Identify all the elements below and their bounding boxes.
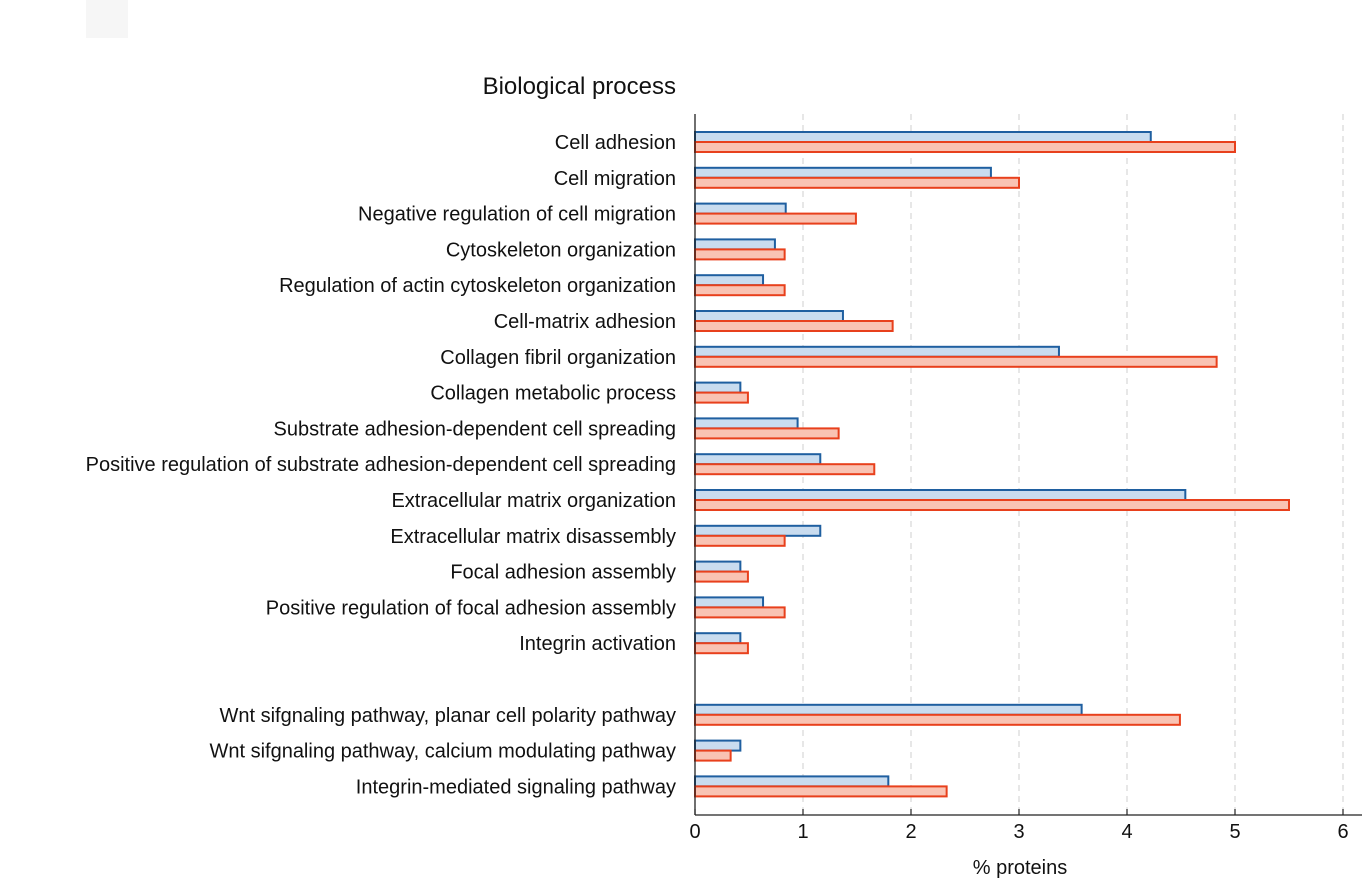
bar-blue-13 [694,596,765,609]
bar-blue-3 [694,238,776,251]
bar-red-18 [694,785,948,798]
bar-blue-4 [694,274,765,287]
bar-blue-0 [694,131,1152,143]
x-tick-labels: 0 1 2 3 4 5 6 [689,809,1349,843]
grid-lines [802,114,1344,815]
corner-blotch [86,0,128,38]
bar-red-5 [694,320,894,332]
bar-red-0 [694,141,1236,153]
bar-red-11 [694,534,786,547]
category-label: Collagen metabolic process [430,383,676,405]
bars [694,131,1290,798]
category-labels: Cell adhesion Cell migration Negative regu… [86,132,676,798]
category-label: Wnt sifgnaling pathway, calcium modulati… [209,741,676,763]
category-label: Cell migration [554,168,676,190]
category-label: Focal adhesion assembly [450,562,676,584]
category-label: Extracellular matrix organization [391,490,676,512]
category-label: Substrate adhesion-dependent cell spread… [273,418,676,440]
x-tick-label: 3 [1013,821,1024,843]
x-tick-label: 6 [1337,821,1348,843]
bar-red-9 [694,463,876,476]
bar-blue-6 [694,345,1060,358]
bar-red-17 [694,749,732,762]
category-label: Integrin-mediated signaling pathway [356,776,676,798]
bar-red-3 [694,248,786,261]
bar-red-1 [694,176,1020,189]
bar-blue-18 [694,775,890,788]
bar-red-12 [694,570,749,583]
bar-blue-1 [694,166,992,179]
category-label: Negative regulation of cell migration [358,204,676,226]
bar-blue-5 [694,310,844,322]
axes [694,114,1362,816]
category-label: Cell adhesion [555,132,676,154]
bar-red-13 [694,606,786,619]
bar-red-6 [694,355,1218,368]
bar-red-8 [694,427,840,440]
bar-blue-7 [694,381,742,394]
category-label: Positive regulation of substrate adhesio… [86,454,676,476]
bar-blue-12 [694,560,742,573]
category-label: Extracellular matrix disassembly [390,526,676,548]
x-tick-label: 1 [797,821,808,843]
x-axis-title: % proteins [973,857,1068,879]
bar-blue-14 [694,632,742,645]
bar-blue-10 [694,489,1187,501]
category-label: Regulation of actin cytoskeleton organiz… [279,275,676,297]
bar-red-4 [694,284,786,297]
category-label: Cell-matrix adhesion [494,311,676,333]
bar-blue-9 [694,453,822,466]
bar-blue-8 [694,417,799,430]
chart-title: Biological process [483,73,676,100]
category-label: Integrin activation [519,633,676,655]
category-label: Wnt sifgnaling pathway, planar cell pola… [219,705,676,727]
category-label: Collagen fibril organization [440,347,676,369]
x-tick-label: 4 [1121,821,1132,843]
bar-blue-16 [694,703,1083,716]
bar-red-7 [694,391,749,404]
x-tick-label: 0 [689,821,700,843]
category-label: Cytoskeleton organization [446,239,676,261]
bar-red-10 [694,499,1290,511]
bar-red-2 [694,212,857,225]
category-label: Positive regulation of focal adhesion as… [266,597,676,619]
bar-red-16 [694,713,1181,726]
bar-blue-11 [694,524,822,537]
bar-blue-2 [694,202,787,215]
bar-red-14 [694,642,749,655]
bar-blue-17 [694,739,742,752]
x-tick-label: 2 [905,821,916,843]
x-tick-label: 5 [1229,821,1240,843]
